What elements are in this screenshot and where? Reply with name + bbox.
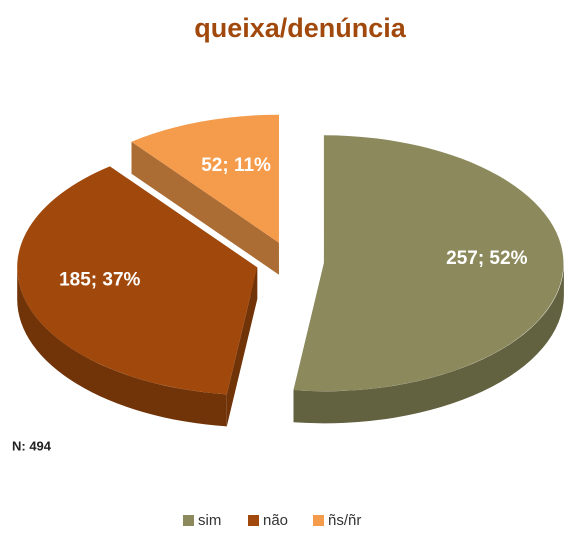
slice <box>131 114 279 243</box>
slice-group: 185; 37% <box>17 166 258 427</box>
legend-swatch <box>183 515 194 526</box>
legend-swatch <box>248 515 259 526</box>
legend: sim não ñs/ñr <box>183 512 361 529</box>
data-label: 257; 52% <box>446 248 527 269</box>
legend-label: sim <box>198 512 221 529</box>
chart-title: queixa/denúncia <box>194 13 407 43</box>
data-label: 185; 37% <box>59 269 140 290</box>
slice-group: 52; 11% <box>131 114 279 275</box>
legend-label: não <box>263 512 288 529</box>
slice-group: 257; 52% <box>293 135 564 424</box>
slice-side <box>226 267 258 427</box>
slice-wall <box>17 267 227 427</box>
slice <box>17 166 258 395</box>
legend-swatch <box>313 515 324 526</box>
data-label: 52; 11% <box>201 155 271 176</box>
legend-label: ñs/ñr <box>328 512 361 529</box>
annotation: N: 494 <box>12 438 52 453</box>
slice <box>293 135 564 392</box>
slice-wall <box>293 263 564 424</box>
slice-side <box>131 141 279 275</box>
